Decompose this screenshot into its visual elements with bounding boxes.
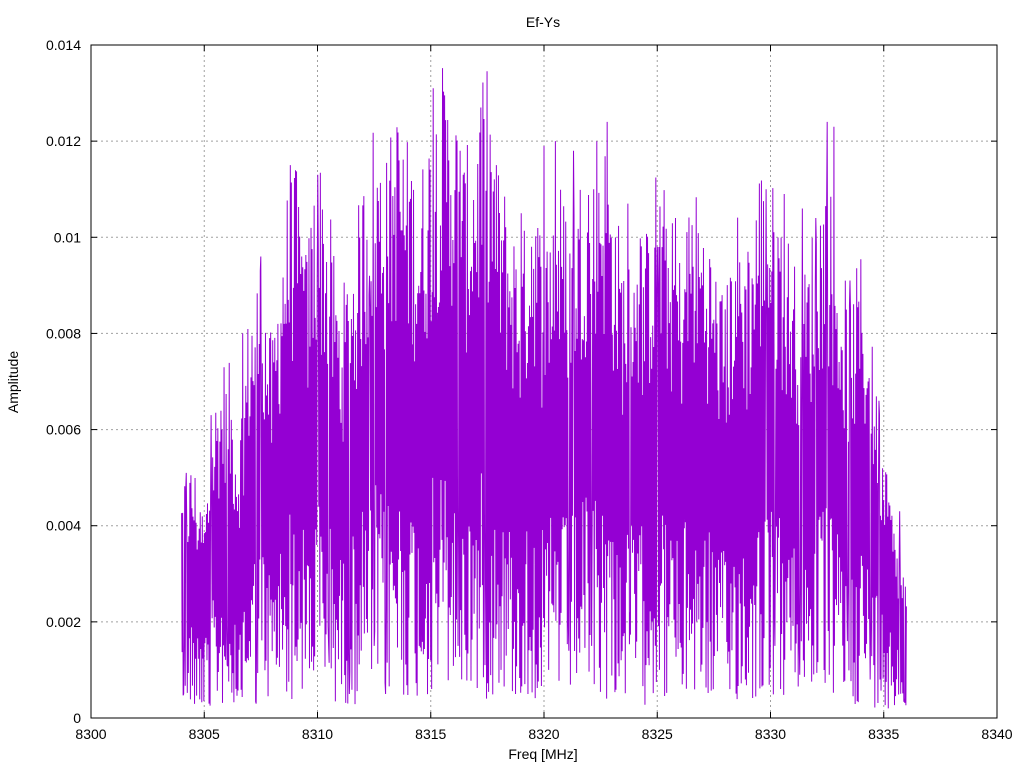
x-tick-label: 8300 bbox=[75, 726, 106, 742]
series-layer bbox=[181, 68, 907, 709]
x-tick-label: 8325 bbox=[642, 726, 673, 742]
y-tick-label: 0.014 bbox=[46, 37, 81, 53]
x-tick-label: 8320 bbox=[528, 726, 559, 742]
series-line-0 bbox=[181, 68, 907, 709]
x-tick-label: 8340 bbox=[981, 726, 1012, 742]
x-tick-label: 8310 bbox=[302, 726, 333, 742]
x-axis-label: Freq [MHz] bbox=[508, 746, 577, 762]
y-tick-label: 0.01 bbox=[54, 229, 81, 245]
y-tick-label: 0.002 bbox=[46, 614, 81, 630]
y-tick-label: 0.012 bbox=[46, 133, 81, 149]
ticks: 8300 8305 8310 8315 8320 8325 8330 8335 8340 0 0.0… bbox=[46, 37, 1013, 742]
chart-title: Ef-Ys bbox=[526, 14, 560, 30]
x-tick-label: 8305 bbox=[189, 726, 220, 742]
y-tick-label: 0 bbox=[73, 710, 81, 726]
y-tick-label: 0.008 bbox=[46, 325, 81, 341]
y-tick-label: 0.006 bbox=[46, 422, 81, 438]
x-tick-label: 8315 bbox=[415, 726, 446, 742]
x-tick-label: 8330 bbox=[755, 726, 786, 742]
y-tick-label: 0.004 bbox=[46, 518, 81, 534]
x-tick-label: 8335 bbox=[868, 726, 899, 742]
y-axis-label: Amplitude bbox=[5, 351, 21, 413]
